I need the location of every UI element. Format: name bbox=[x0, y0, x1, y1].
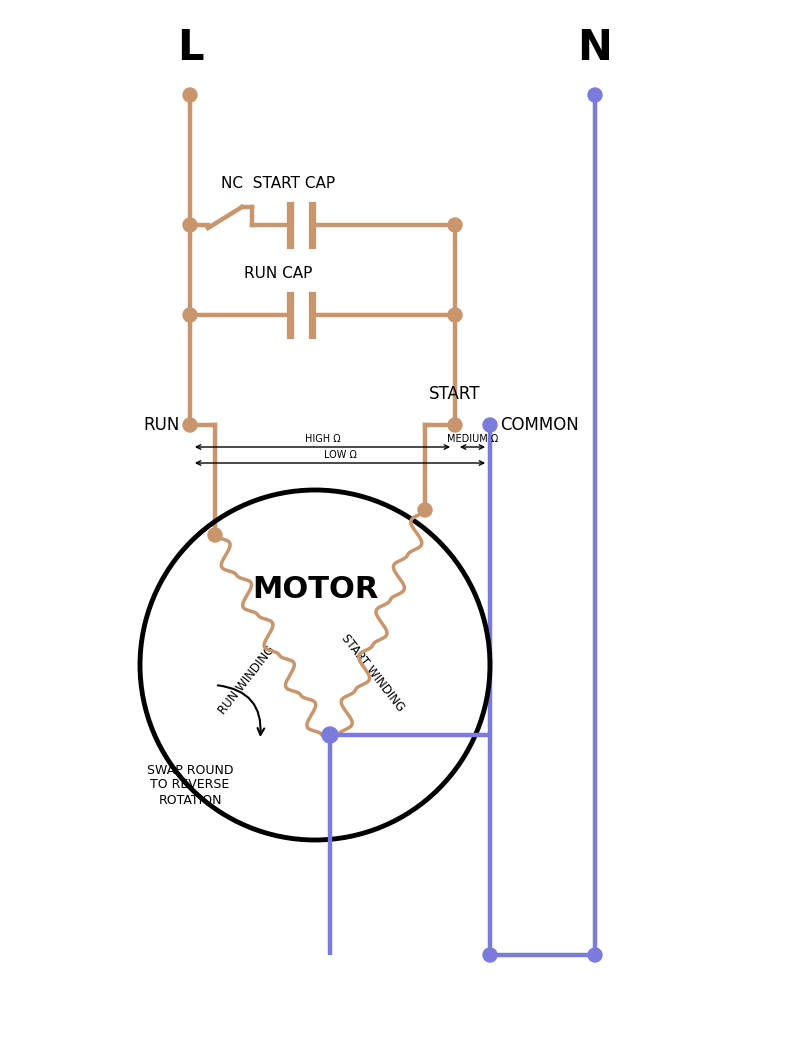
Text: RUN: RUN bbox=[144, 416, 180, 434]
Text: L: L bbox=[177, 27, 203, 69]
Text: MOTOR: MOTOR bbox=[252, 575, 378, 605]
Text: MEDIUM Ω: MEDIUM Ω bbox=[447, 434, 498, 444]
Circle shape bbox=[418, 503, 432, 517]
Circle shape bbox=[588, 88, 602, 102]
Circle shape bbox=[183, 418, 197, 432]
Text: START: START bbox=[430, 385, 481, 403]
Text: RUN WINDING: RUN WINDING bbox=[216, 643, 278, 716]
Circle shape bbox=[183, 88, 197, 102]
Circle shape bbox=[448, 218, 462, 232]
Circle shape bbox=[448, 308, 462, 322]
Text: LOW Ω: LOW Ω bbox=[323, 450, 357, 460]
Text: COMMON: COMMON bbox=[500, 416, 578, 434]
Circle shape bbox=[588, 948, 602, 962]
Text: NC  START CAP: NC START CAP bbox=[221, 176, 335, 190]
Circle shape bbox=[483, 948, 497, 962]
Circle shape bbox=[183, 218, 197, 232]
Circle shape bbox=[322, 727, 338, 743]
Circle shape bbox=[483, 418, 497, 432]
Circle shape bbox=[183, 308, 197, 322]
Text: START WINDING: START WINDING bbox=[339, 632, 407, 714]
Text: RUN CAP: RUN CAP bbox=[244, 265, 312, 281]
FancyArrowPatch shape bbox=[218, 685, 264, 735]
Text: N: N bbox=[578, 27, 613, 69]
Text: SWAP ROUND
TO REVERSE
ROTATION: SWAP ROUND TO REVERSE ROTATION bbox=[146, 764, 234, 807]
Circle shape bbox=[448, 418, 462, 432]
Text: HIGH Ω: HIGH Ω bbox=[305, 434, 340, 444]
Circle shape bbox=[208, 528, 222, 542]
